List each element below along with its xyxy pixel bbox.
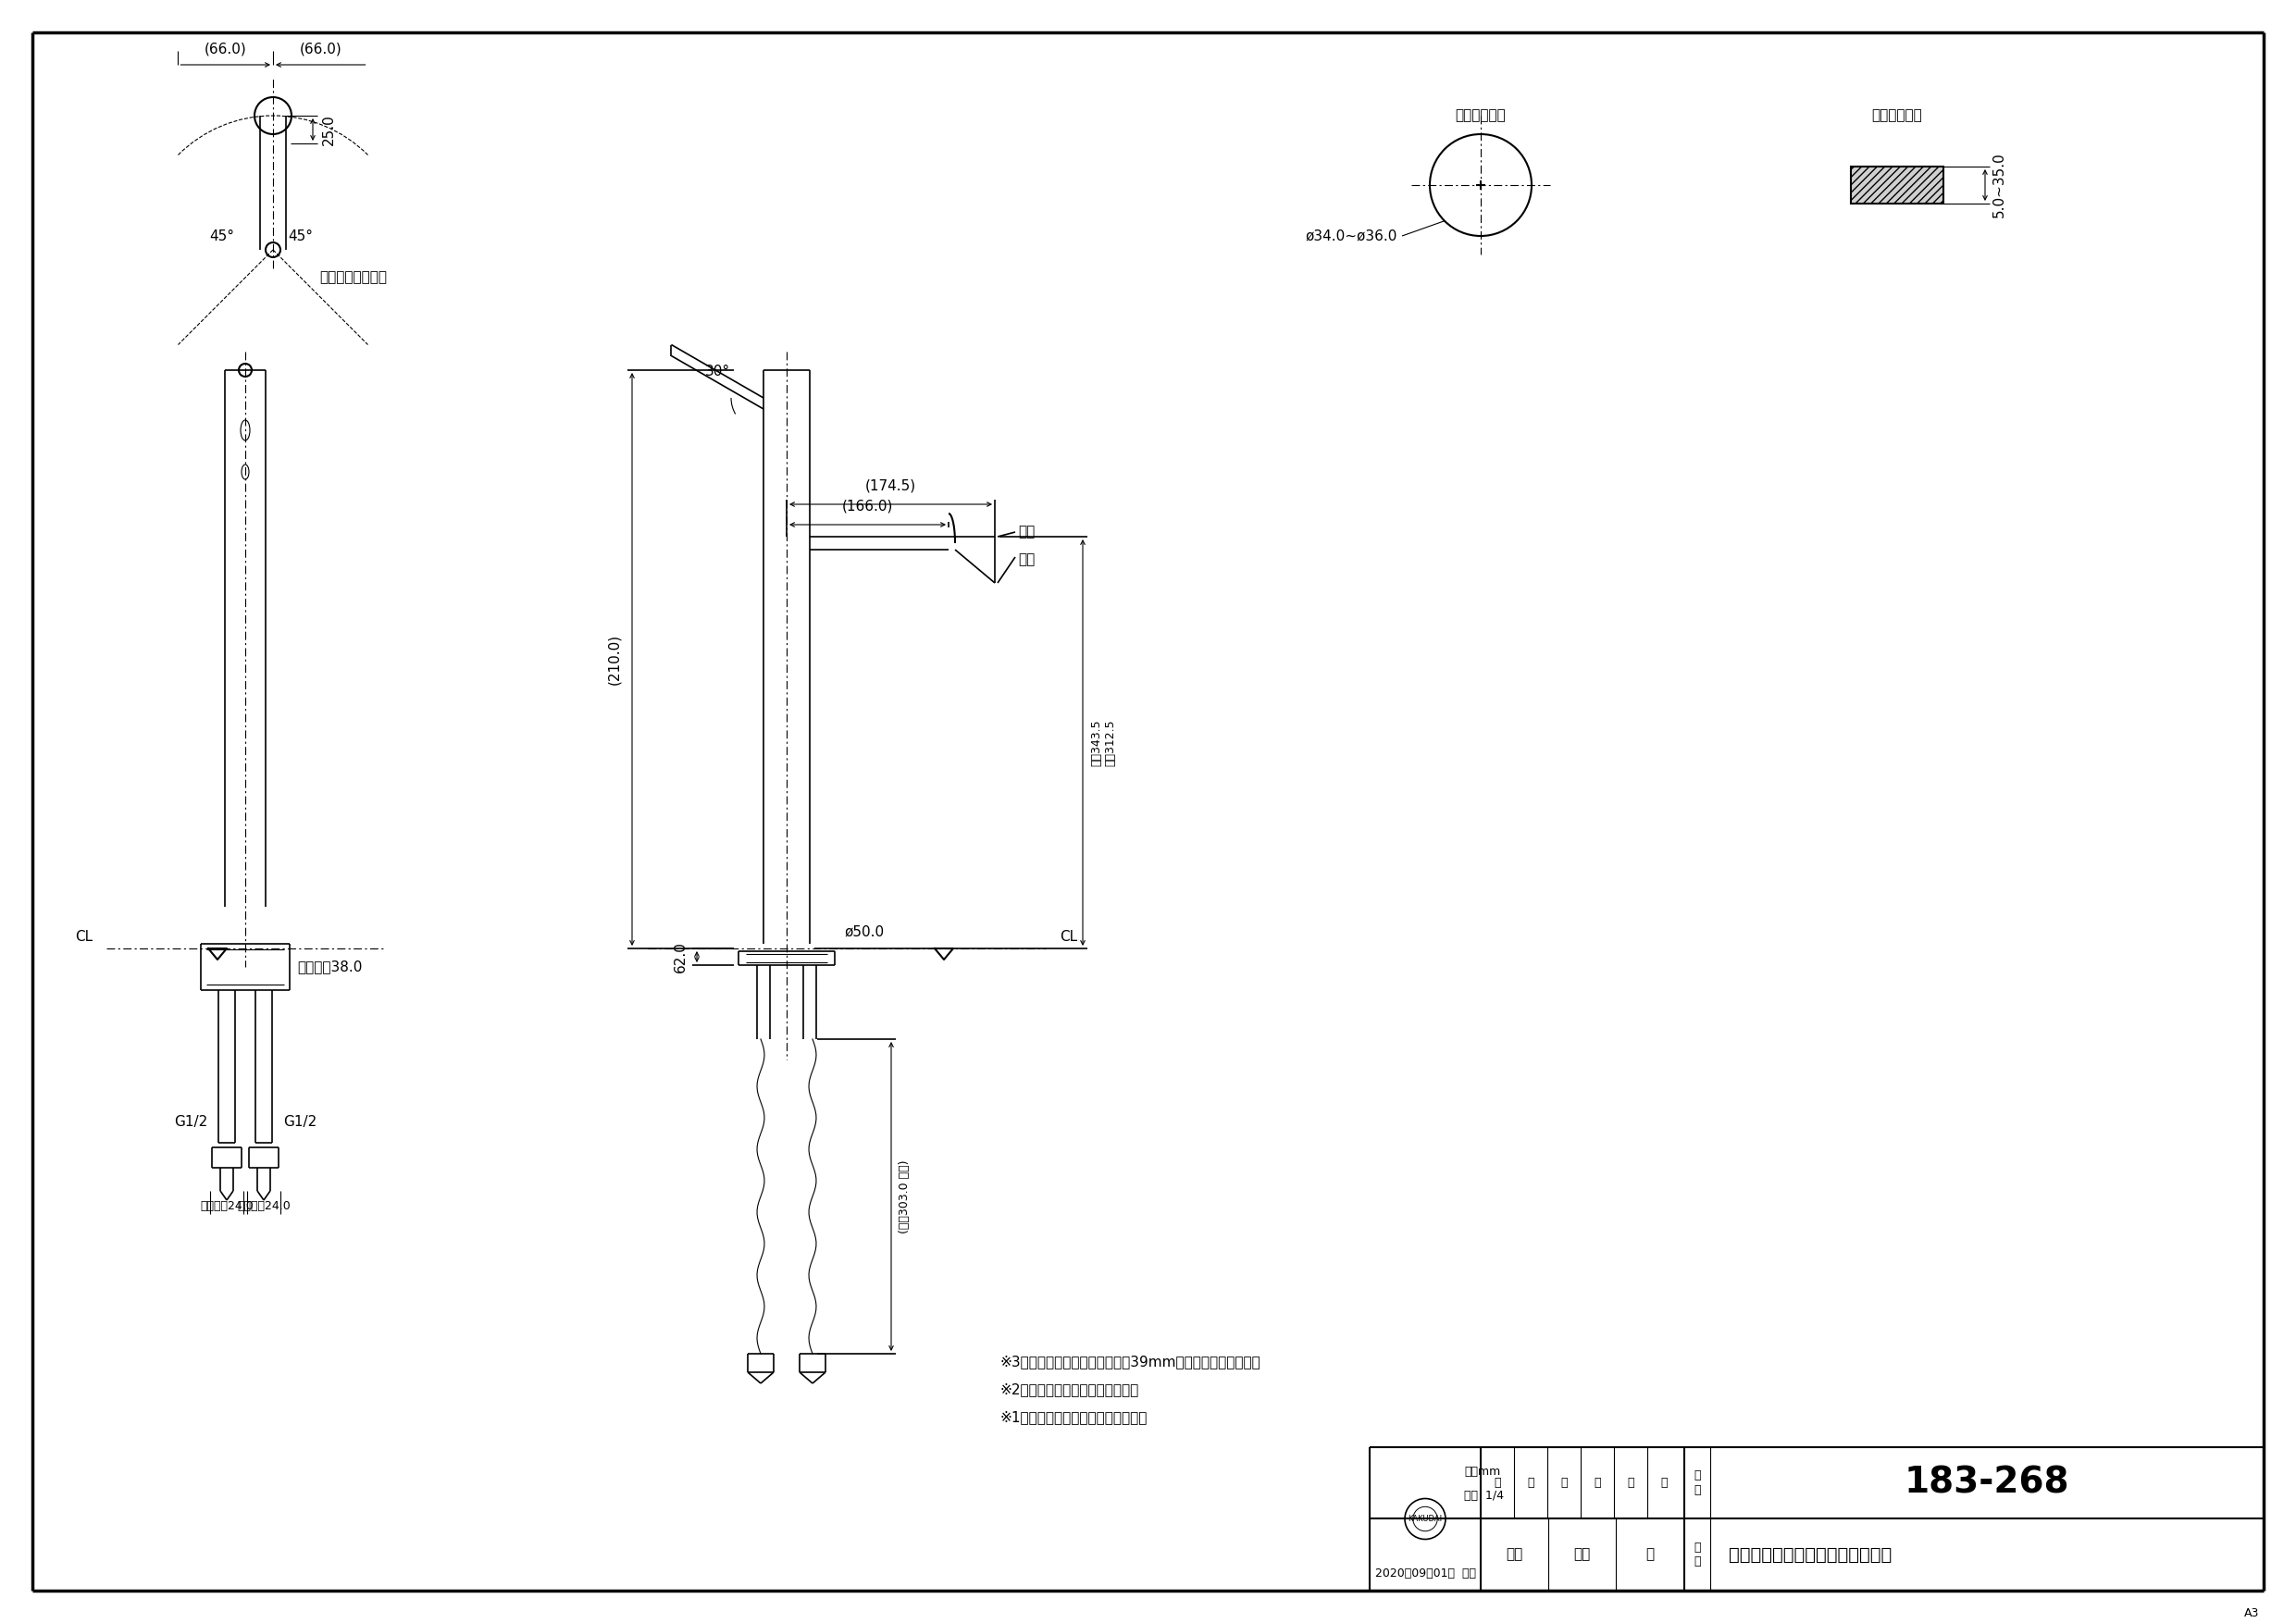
Text: G1/2: G1/2 bbox=[282, 1115, 317, 1130]
Text: ※3　ブレードホースは曲げ半径39mm以上を確保すること。: ※3 ブレードホースは曲げ半径39mm以上を確保すること。 bbox=[999, 1355, 1261, 1368]
Text: (166.0): (166.0) bbox=[843, 500, 893, 513]
Text: ※2　止水栓を必ず設置すること。: ※2 止水栓を必ず設置すること。 bbox=[999, 1383, 1139, 1396]
Text: (210.0): (210.0) bbox=[606, 635, 620, 685]
Text: 30°: 30° bbox=[705, 365, 730, 378]
Text: (66.0): (66.0) bbox=[204, 42, 246, 55]
Text: 図: 図 bbox=[1593, 1477, 1600, 1488]
Text: 祝: 祝 bbox=[1646, 1548, 1653, 1561]
Text: (174.5): (174.5) bbox=[866, 479, 916, 493]
Text: 単位mm: 単位mm bbox=[1465, 1466, 1499, 1479]
Text: 止水: 止水 bbox=[1017, 553, 1035, 566]
Text: (最少303.0 前後): (最少303.0 前後) bbox=[898, 1160, 912, 1233]
Text: 六角対辺24.0: 六角対辺24.0 bbox=[236, 1199, 292, 1212]
Text: G1/2: G1/2 bbox=[174, 1115, 207, 1130]
Text: CL: CL bbox=[76, 930, 92, 945]
Text: 吐水: 吐水 bbox=[1017, 526, 1035, 539]
Text: 製: 製 bbox=[1495, 1477, 1502, 1488]
Text: 45°: 45° bbox=[209, 229, 234, 243]
Text: 承: 承 bbox=[1628, 1477, 1635, 1488]
Text: シングルレバー混合栓（トール）: シングルレバー混合栓（トール） bbox=[1729, 1545, 1892, 1563]
Text: 183-268: 183-268 bbox=[1903, 1466, 2069, 1500]
Text: 認: 認 bbox=[1660, 1477, 1667, 1488]
Text: 天板締付範囲: 天板締付範囲 bbox=[1871, 109, 1922, 123]
Text: 品
番: 品 番 bbox=[1694, 1470, 1701, 1496]
Text: KAKUDAI: KAKUDAI bbox=[1407, 1514, 1442, 1522]
Text: ハンドル回転角度: ハンドル回転角度 bbox=[319, 271, 386, 284]
Text: 黒崎: 黒崎 bbox=[1506, 1548, 1522, 1561]
Text: 45°: 45° bbox=[289, 229, 312, 243]
Text: 2020年09月01日  作成: 2020年09月01日 作成 bbox=[1375, 1568, 1476, 1579]
Text: ø34.0~ø36.0: ø34.0~ø36.0 bbox=[1306, 229, 1398, 243]
Text: 5.0~35.0: 5.0~35.0 bbox=[1993, 153, 2007, 217]
Text: 六角対辺38.0: 六角対辺38.0 bbox=[296, 961, 363, 974]
Text: 天板取付穴径: 天板取付穴径 bbox=[1456, 109, 1506, 123]
Text: 六角対辺24.0: 六角対辺24.0 bbox=[200, 1199, 253, 1212]
Text: A3: A3 bbox=[2243, 1607, 2259, 1620]
Text: (66.0): (66.0) bbox=[298, 42, 342, 55]
Text: 山田: 山田 bbox=[1573, 1548, 1591, 1561]
Text: 図: 図 bbox=[1527, 1477, 1534, 1488]
Bar bbox=[1851, 167, 1942, 203]
Text: 品
名: 品 名 bbox=[1694, 1542, 1701, 1568]
Text: CL: CL bbox=[1061, 930, 1077, 945]
Text: 尺度  1/4: 尺度 1/4 bbox=[1465, 1490, 1504, 1501]
Text: ※1　（）内寸法は参考寸法である。: ※1 （）内寸法は参考寸法である。 bbox=[999, 1410, 1148, 1423]
Text: ø50.0: ø50.0 bbox=[845, 925, 884, 938]
Text: 62.0: 62.0 bbox=[673, 941, 687, 972]
Text: 全長343.5
全長312.5: 全長343.5 全長312.5 bbox=[1091, 719, 1116, 766]
Text: 25.0: 25.0 bbox=[321, 114, 335, 144]
Text: 検: 検 bbox=[1561, 1477, 1568, 1488]
